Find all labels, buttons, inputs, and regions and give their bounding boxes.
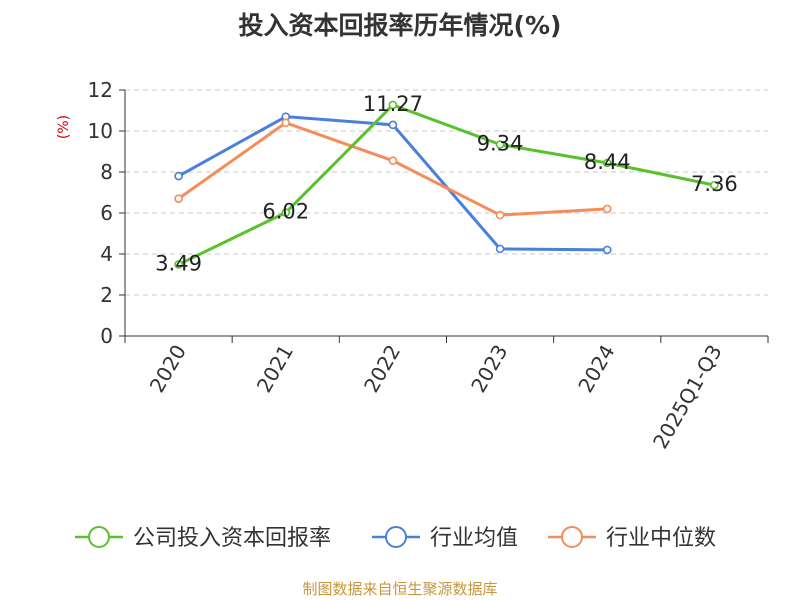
data-point bbox=[602, 158, 612, 168]
x-tick-label: 2020 bbox=[145, 341, 191, 397]
x-tick-label: 2025Q1-Q3 bbox=[648, 341, 727, 453]
data-point bbox=[495, 140, 505, 149]
y-tick-label: 2 bbox=[100, 283, 113, 307]
data-label: 7.36 bbox=[691, 172, 738, 196]
series-line bbox=[177, 121, 608, 217]
data-point bbox=[281, 208, 291, 217]
x-tick-label: 2024 bbox=[573, 341, 619, 397]
y-tick-label: 6 bbox=[100, 201, 113, 225]
legend-marker bbox=[385, 526, 407, 548]
data-point bbox=[602, 204, 612, 214]
data-point bbox=[174, 260, 183, 269]
legend-marker bbox=[88, 526, 110, 548]
data-point bbox=[388, 156, 398, 166]
y-axis-label: (%) bbox=[56, 115, 72, 139]
y-tick-label: 10 bbox=[88, 119, 113, 143]
x-tick-label: 2022 bbox=[359, 341, 405, 397]
chart-title: 投入资本回报率历年情况(%) bbox=[238, 11, 562, 40]
data-label: 8.44 bbox=[584, 150, 631, 174]
x-tick-label: 2021 bbox=[252, 341, 298, 397]
data-label: 3.49 bbox=[155, 251, 202, 275]
y-tick-label: 0 bbox=[100, 324, 113, 348]
y-tick-label: 12 bbox=[88, 78, 113, 102]
series-line bbox=[177, 103, 715, 266]
data-point bbox=[388, 120, 398, 130]
data-point bbox=[174, 171, 183, 181]
data-point bbox=[174, 194, 183, 203]
data-point bbox=[388, 100, 398, 110]
x-tick-label: 2023 bbox=[466, 341, 512, 397]
source-note: 制图数据来自恒生聚源数据库 bbox=[302, 580, 498, 598]
y-tick-label: 4 bbox=[100, 242, 113, 266]
series-line bbox=[177, 115, 608, 252]
data-point bbox=[495, 210, 505, 220]
data-label: 11.27 bbox=[363, 92, 423, 116]
data-point bbox=[281, 118, 291, 128]
data-point bbox=[495, 244, 505, 254]
y-tick-label: 8 bbox=[100, 160, 113, 184]
data-point bbox=[602, 245, 612, 255]
data-point bbox=[710, 180, 719, 190]
data-label: 9.34 bbox=[477, 132, 524, 156]
legend-label: 行业中位数 bbox=[606, 526, 716, 551]
legend-label: 行业均值 bbox=[430, 526, 518, 551]
legend-label: 公司投入资本回报率 bbox=[133, 526, 331, 551]
legend-marker bbox=[561, 526, 583, 548]
data-label: 6.02 bbox=[262, 200, 309, 224]
